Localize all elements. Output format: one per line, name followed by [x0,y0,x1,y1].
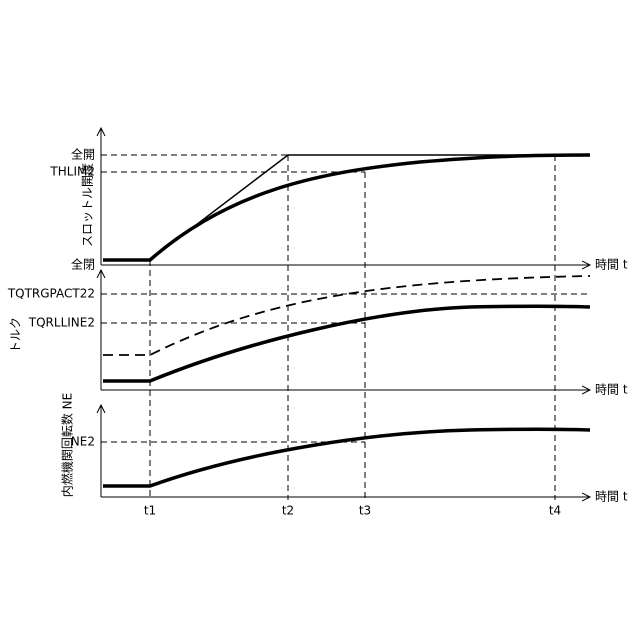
x-label: 時間 t [595,258,628,272]
guide-lines [101,155,590,500]
y-label: トルク [9,317,23,353]
x-label: 時間 t [595,383,628,397]
curves [103,155,590,486]
level-label: 全開 [71,147,95,162]
time-label: t1 [144,504,156,518]
x-label: 時間 t [595,490,628,504]
level-label: TQRLLINE2 [28,316,95,330]
level-label: 全閉 [71,257,95,272]
time-label: t3 [359,504,371,518]
time-label: t4 [549,504,561,518]
labels: 全開 THLIM2 全閉 TQTRGPACT22 TQRLLINE2 NE2 時… [7,147,628,518]
y-label: スロットル開度 [80,163,95,247]
level-label: TQTRGPACT22 [7,287,95,301]
y-label: 内燃機関回転数 NE [60,393,75,497]
timing-diagram: 全開 THLIM2 全閉 TQTRGPACT22 TQRLLINE2 NE2 時… [0,0,640,640]
time-label: t2 [282,504,294,518]
